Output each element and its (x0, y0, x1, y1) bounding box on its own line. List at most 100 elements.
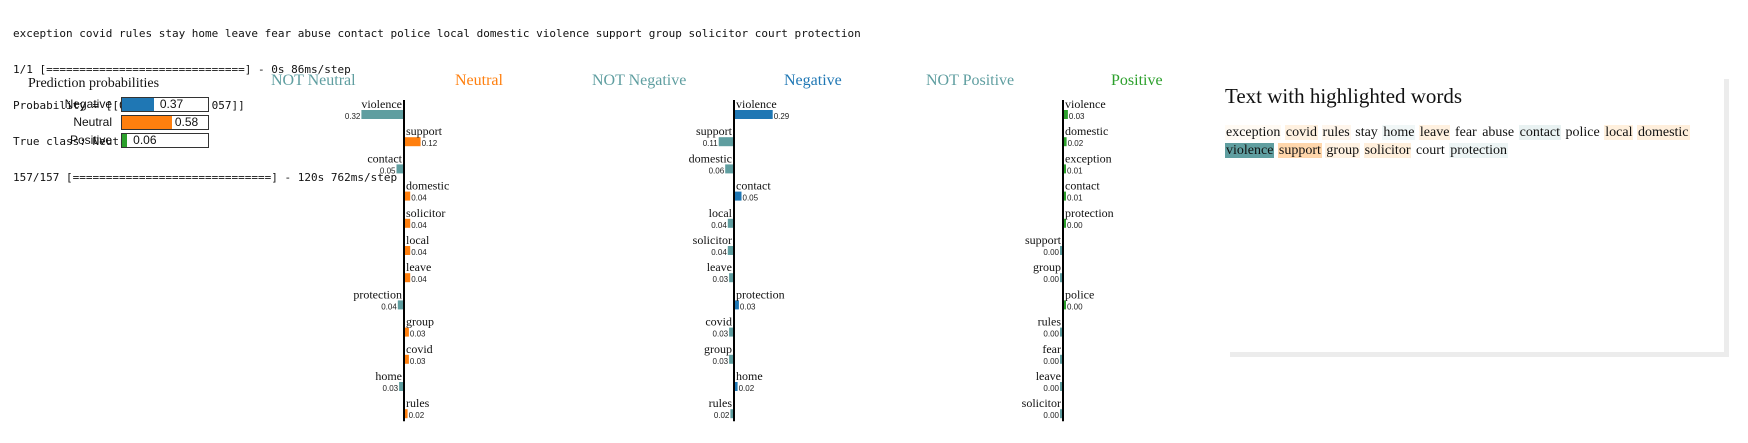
highlighted-text-panel: Text with highlighted words exception co… (1225, 74, 1724, 352)
bar-solicitor (405, 218, 411, 228)
prob-bar-box: 0.37 (121, 97, 209, 112)
weight-label-rules: 0.02 (409, 411, 425, 420)
highlighted-word: court (1415, 143, 1445, 158)
bar-exception (1064, 164, 1066, 174)
weight-label-local: 0.04 (711, 221, 727, 230)
feature-label-rules: rules (1038, 315, 1062, 329)
weight-label-home: 0.02 (739, 384, 755, 393)
weight-label-violence: 0.03 (1069, 112, 1085, 121)
bar-solicitor (1060, 409, 1062, 419)
bar-leave (729, 273, 733, 283)
feature-label-protection: protection (1065, 206, 1114, 220)
prob-row-negative: Negative 0.37 (0, 96, 230, 112)
weight-label-protection: 0.04 (381, 302, 397, 311)
bar-group (405, 327, 409, 337)
prob-bar-fill (122, 134, 128, 147)
bar-rules (1060, 327, 1062, 337)
console-line: 157/157 [==============================]… (13, 171, 398, 184)
weight-label-leave: 0.03 (713, 275, 729, 284)
feature-label-home: home (736, 369, 763, 383)
weight-label-solicitor: 0.00 (1043, 411, 1059, 420)
weight-label-domestic: 0.06 (709, 166, 725, 175)
bar-protection (1064, 218, 1066, 228)
highlighted-text: exception covid rules stay home leave fe… (1225, 124, 1720, 160)
highlighted-word: protection (1449, 143, 1509, 158)
weight-label-group: 0.03 (713, 357, 729, 366)
weight-label-violence: 0.29 (774, 112, 790, 121)
feature-label-leave: leave (707, 260, 732, 274)
feature-label-fear: fear (1042, 342, 1061, 356)
bar-support (1060, 246, 1062, 255)
weight-label-group: 0.00 (1043, 275, 1059, 284)
feature-label-group: group (704, 342, 732, 356)
weight-label-contact: 0.05 (380, 166, 396, 175)
feature-label-support: support (406, 124, 443, 138)
prob-class-name: Positive (69, 133, 112, 147)
feature-label-home: home (375, 369, 402, 383)
feature-label-violence: violence (361, 97, 402, 111)
feature-label-protection: protection (353, 287, 402, 301)
panel-title-neutral: Neutral (455, 72, 503, 89)
bar-solicitor (727, 246, 733, 255)
feature-label-violence: violence (736, 97, 777, 111)
weight-label-police: 0.00 (1067, 302, 1083, 311)
bar-home (399, 382, 403, 391)
highlighted-word: domestic (1636, 125, 1690, 140)
weight-label-domestic: 0.04 (411, 194, 427, 203)
feature-label-domestic: domestic (689, 151, 732, 165)
prob-value: 0.06 (133, 133, 157, 147)
panel-title-negative: Negative (784, 72, 842, 89)
highlighted-word: abuse (1482, 125, 1515, 140)
feature-label-local: local (709, 206, 733, 220)
bar-contact (735, 191, 742, 201)
highlighted-word: group (1325, 143, 1361, 158)
weight-label-solicitor: 0.04 (411, 221, 427, 230)
prob-bar-box: 0.06 (121, 133, 209, 148)
prob-class-name: Neutral (73, 115, 112, 129)
feature-label-violence: violence (1065, 97, 1106, 111)
feature-label-contact: contact (367, 151, 402, 165)
feature-label-solicitor: solicitor (693, 233, 732, 247)
weight-label-support: 0.00 (1043, 248, 1059, 257)
feature-label-covid: covid (705, 315, 732, 329)
feature-label-domestic: domestic (406, 179, 449, 193)
feature-label-support: support (1025, 233, 1062, 247)
weight-label-protection: 0.00 (1067, 221, 1083, 230)
panel-title-not-negative: NOT Negative (592, 72, 687, 89)
bar-violence (1064, 110, 1068, 119)
highlighted-word: stay (1355, 125, 1378, 140)
feature-label-support: support (696, 124, 733, 138)
highlighted-word: contact (1518, 125, 1562, 140)
console-output: exception covid rules stay home leave fe… (13, 4, 861, 196)
bar-police (1064, 300, 1066, 310)
prob-bar-box: 0.58 (121, 115, 209, 130)
console-line: 1/1 [==============================] - 0… (13, 63, 351, 76)
bar-group (1060, 273, 1062, 283)
prob-class-name: Negative (64, 97, 112, 111)
highlighted-word: exception (1225, 125, 1282, 140)
bar-domestic (1064, 137, 1067, 147)
bar-leave (1060, 382, 1062, 391)
weight-label-violence: 0.32 (345, 112, 361, 121)
weight-label-protection: 0.03 (740, 302, 756, 311)
weight-label-group: 0.03 (410, 330, 426, 339)
bar-leave (405, 273, 411, 283)
bar-rules (730, 409, 733, 419)
bar-violence (361, 110, 403, 119)
weight-label-covid: 0.03 (410, 357, 426, 366)
bar-local (727, 218, 733, 228)
highlighted-word: covid (1284, 125, 1319, 140)
bar-domestic (405, 191, 411, 201)
panel-title-positive: Positive (1111, 72, 1163, 89)
weight-label-leave: 0.04 (411, 275, 427, 284)
prediction-probabilities-title: Prediction probabilities (28, 76, 160, 91)
prediction-probabilities: Prediction probabilities Negative 0.37 N… (0, 76, 230, 176)
bar-contact (396, 164, 403, 174)
highlighted-word: home (1382, 125, 1416, 140)
prob-value: 0.37 (159, 97, 184, 111)
feature-label-covid: covid (406, 342, 433, 356)
bar-domestic (725, 164, 733, 174)
highlighted-word: fear (1454, 125, 1477, 140)
highlighted-word: solicitor (1363, 143, 1412, 158)
